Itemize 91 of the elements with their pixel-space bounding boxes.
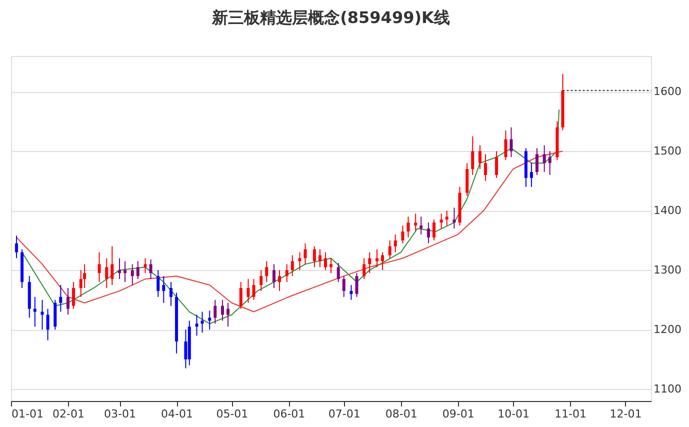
candlestick bbox=[59, 284, 62, 312]
candlestick bbox=[330, 258, 332, 274]
candlestick bbox=[208, 310, 212, 330]
y-tick-label: 1400 bbox=[654, 204, 682, 218]
candlestick bbox=[285, 264, 288, 283]
candlestick bbox=[118, 258, 122, 280]
candlestick bbox=[336, 262, 340, 283]
candlestick bbox=[380, 252, 384, 271]
candlestick bbox=[394, 234, 397, 253]
candlestick bbox=[548, 150, 552, 176]
candlestick bbox=[342, 276, 346, 298]
candlestick bbox=[252, 278, 256, 300]
candlestick bbox=[318, 248, 322, 268]
candlestick bbox=[401, 225, 404, 244]
candlestick bbox=[54, 299, 57, 330]
candlestick bbox=[124, 260, 127, 283]
candlestick bbox=[426, 222, 430, 244]
candlestick bbox=[246, 278, 250, 304]
x-tick-label: 08-01 bbox=[385, 408, 418, 420]
candlestick bbox=[46, 308, 50, 341]
candlestick bbox=[324, 252, 327, 271]
x-tick-label: 09-01 bbox=[442, 408, 474, 420]
candlestick bbox=[452, 207, 456, 229]
x-tick-label: 03-01 bbox=[104, 408, 136, 420]
candlestick bbox=[504, 130, 508, 161]
candlestick bbox=[495, 150, 498, 178]
candlestick bbox=[272, 264, 276, 288]
candlestick bbox=[312, 246, 316, 268]
y-tick-label: 1300 bbox=[654, 264, 682, 277]
candlestick bbox=[265, 260, 268, 283]
x-tick-label: 07-01 bbox=[328, 408, 360, 420]
candlestick bbox=[350, 284, 353, 300]
candlestick bbox=[149, 258, 152, 280]
candlestick bbox=[110, 246, 114, 286]
candlestick bbox=[214, 299, 217, 324]
y-tick-label: 1500 bbox=[654, 144, 682, 158]
candlestick bbox=[440, 213, 443, 229]
candlestick bbox=[298, 252, 302, 271]
candlestick bbox=[162, 276, 166, 304]
candlestick bbox=[239, 282, 242, 310]
candlestick bbox=[414, 213, 418, 232]
candlestick bbox=[66, 287, 70, 316]
candlestick bbox=[542, 144, 546, 172]
candlestick bbox=[130, 264, 134, 286]
candlestick bbox=[15, 235, 18, 259]
candlestick bbox=[445, 210, 448, 226]
candlestick bbox=[220, 299, 224, 322]
y-tick-label: 1600 bbox=[654, 85, 682, 98]
candlestick bbox=[98, 252, 101, 283]
candlestick bbox=[406, 216, 410, 238]
candlestick bbox=[156, 270, 160, 298]
candlestick bbox=[290, 254, 294, 277]
candlestick bbox=[72, 282, 76, 310]
candlestick bbox=[420, 216, 423, 235]
candlestick bbox=[136, 260, 140, 280]
candlestick bbox=[478, 144, 482, 170]
candlestick bbox=[355, 272, 358, 298]
y-tick-label: 1200 bbox=[654, 323, 682, 336]
candlestick bbox=[33, 296, 36, 328]
candlestick bbox=[170, 282, 172, 306]
candlestick bbox=[195, 314, 198, 336]
candlestick bbox=[510, 126, 513, 158]
x-tick-label: 02-01 bbox=[52, 408, 84, 420]
candlestick bbox=[471, 136, 474, 176]
candlestick bbox=[432, 219, 436, 241]
candlestick bbox=[200, 311, 204, 334]
x-tick-label: 11-01 bbox=[554, 408, 587, 420]
x-tick-label: 01-01 bbox=[12, 408, 44, 420]
candlestick bbox=[278, 270, 282, 292]
x-tick-label: 05-01 bbox=[216, 408, 248, 420]
x-tick-label: 06-01 bbox=[273, 408, 306, 420]
candlestick bbox=[184, 329, 188, 369]
candlestick bbox=[484, 154, 487, 182]
candlestick bbox=[260, 270, 263, 292]
candlestick bbox=[388, 240, 392, 259]
candlestick bbox=[368, 252, 372, 274]
chart-title: 新三板精选层概念(859499)K线 bbox=[211, 8, 450, 27]
candlestick bbox=[535, 148, 538, 176]
candlestick bbox=[40, 299, 44, 330]
candlestick bbox=[304, 242, 307, 265]
candlestick bbox=[105, 258, 108, 288]
candlestick bbox=[226, 302, 230, 328]
y-tick-label: 1100 bbox=[654, 382, 682, 396]
x-tick-label: 10-01 bbox=[498, 408, 530, 420]
x-tick-label: 04-01 bbox=[161, 408, 193, 420]
candlestick bbox=[530, 162, 533, 188]
candlestick bbox=[375, 248, 378, 268]
x-tick-label: 12-01 bbox=[610, 408, 642, 420]
candlestick bbox=[466, 162, 469, 196]
candlestick bbox=[362, 258, 366, 280]
candlestick bbox=[144, 258, 147, 274]
